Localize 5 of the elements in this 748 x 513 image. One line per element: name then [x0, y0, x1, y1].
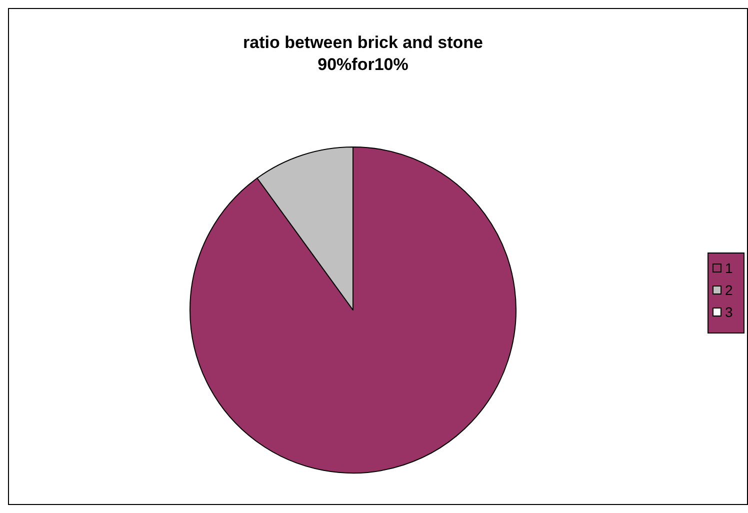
legend-label: 2 — [725, 282, 733, 298]
chart-title: ratio between brick and stone 90%for10% — [243, 33, 483, 74]
legend-label: 1 — [725, 260, 733, 276]
legend-label: 3 — [725, 304, 733, 320]
pie-slice — [190, 146, 516, 474]
